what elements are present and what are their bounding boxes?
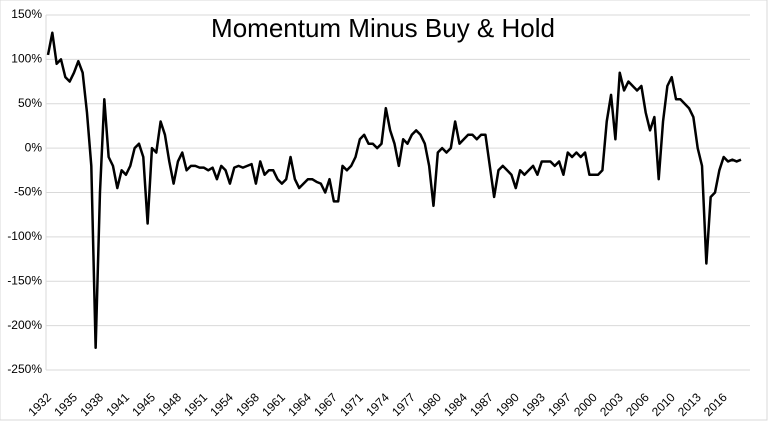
y-tick-label: -200%: [7, 318, 42, 332]
y-tick-label: -250%: [7, 362, 42, 376]
data-line: [46, 31, 742, 350]
y-tick-label: -50%: [14, 185, 42, 199]
y-tick-label: 150%: [11, 7, 42, 21]
y-tick-label: -100%: [7, 229, 42, 243]
y-tick-label: 50%: [18, 96, 42, 110]
y-tick-label: 100%: [11, 52, 42, 66]
y-tick-label: 0%: [25, 140, 43, 154]
chart-title: Momentum Minus Buy & Hold: [211, 13, 555, 43]
y-tick-label: -150%: [7, 273, 42, 287]
